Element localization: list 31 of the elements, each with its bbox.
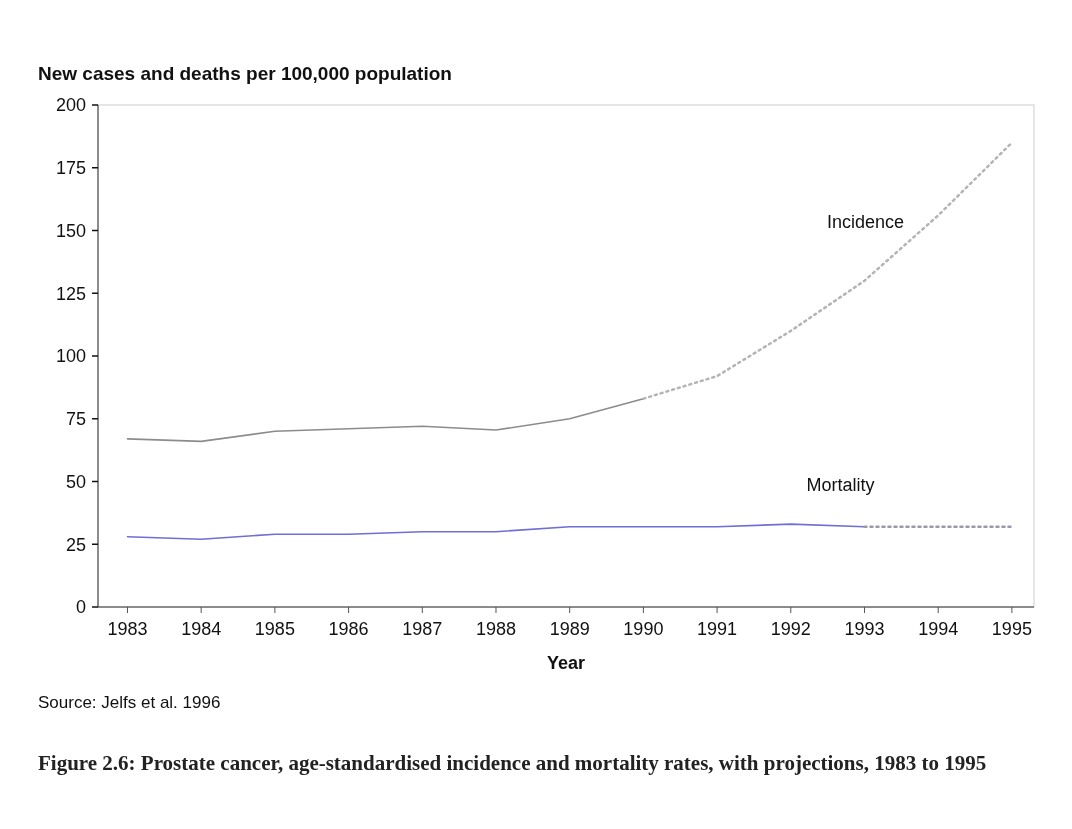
y-tick-label: 100 [55, 346, 86, 367]
x-tick-label: 1992 [770, 619, 811, 639]
x-tick-label: 1984 [181, 619, 222, 639]
x-tick-label: 1983 [107, 619, 148, 639]
y-tick-label: 25 [65, 534, 86, 555]
y-tick-label: 0 [75, 597, 86, 618]
x-tick-label: 1995 [991, 619, 1032, 639]
x-tick-label: 1991 [697, 619, 738, 639]
y-tick-label: 50 [65, 471, 86, 492]
text: Figure 2.6: Prostate cancer, age-standardised incidence and mortality rates, with projections, 1983 to 1995 [38, 750, 988, 777]
x-tick-label: 1985 [254, 619, 295, 639]
series-label: Mortality [806, 474, 875, 495]
series-label: Incidence [826, 211, 904, 232]
x-tick-label: 1990 [623, 619, 664, 639]
y-tick-label: 175 [55, 158, 86, 179]
x-tick-label: 1989 [549, 619, 590, 639]
y-tick-label: 150 [55, 220, 86, 241]
x-tick-label: 1988 [475, 619, 517, 639]
source-note: Source: Jelfs et al. 1996 [38, 693, 221, 712]
y-tick-label: 125 [55, 283, 86, 304]
line-series [126, 397, 645, 443]
x-tick-label: 1993 [844, 619, 885, 639]
x-tick-label: 1986 [328, 619, 369, 639]
y-tick-label: 200 [55, 95, 86, 116]
x-tick-label: 1994 [918, 619, 959, 639]
line-series [642, 141, 1014, 400]
y-axis-title: New cases and deaths per 100,000 population [38, 63, 452, 84]
line-series [126, 523, 866, 541]
x-tick-label: 1987 [402, 619, 443, 639]
x-axis-title: Year [546, 653, 586, 673]
y-tick-label: 75 [65, 409, 86, 430]
